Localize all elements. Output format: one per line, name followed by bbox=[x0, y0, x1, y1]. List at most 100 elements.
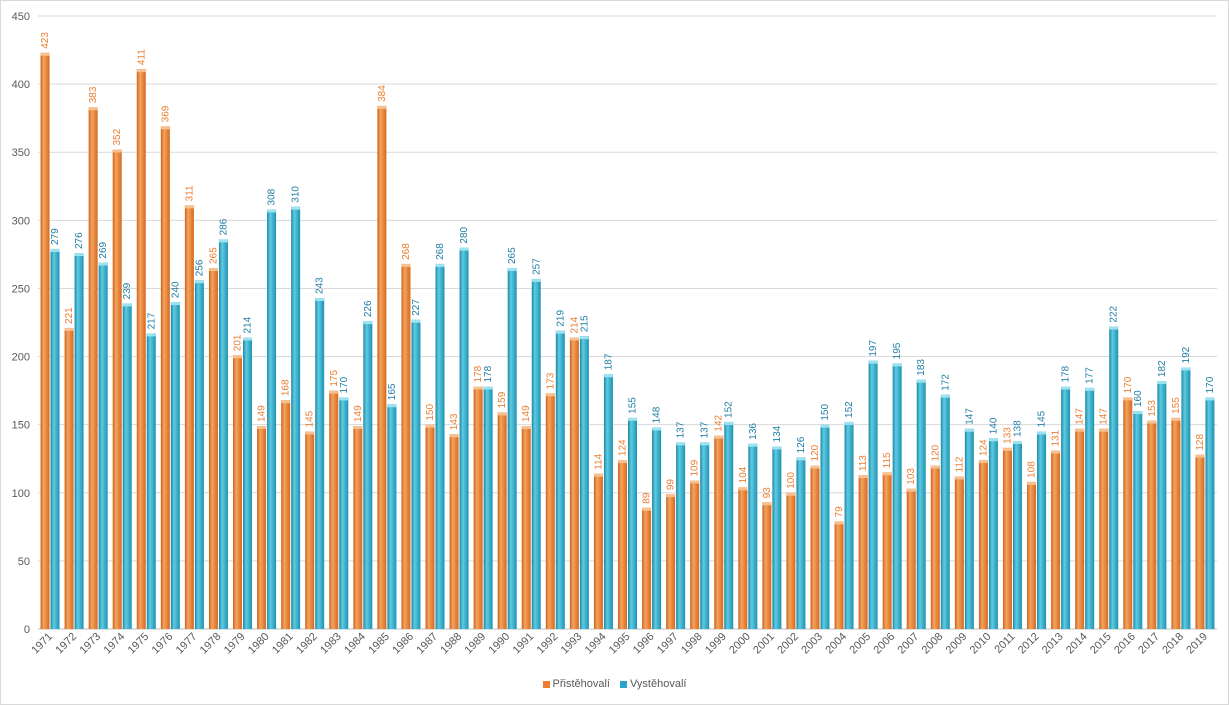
data-label: 131 bbox=[1051, 429, 1062, 446]
data-label: 89 bbox=[642, 492, 653, 504]
data-label: 269 bbox=[98, 241, 109, 258]
bar-body bbox=[796, 457, 806, 629]
bar-cap bbox=[690, 480, 700, 484]
y-tick-label: 350 bbox=[12, 147, 30, 159]
data-label: 178 bbox=[473, 365, 484, 382]
data-label: 149 bbox=[521, 405, 532, 422]
data-label: 201 bbox=[233, 334, 244, 351]
bar-1982-series-0 bbox=[305, 431, 315, 629]
data-label: 279 bbox=[50, 228, 61, 245]
y-tick-label: 50 bbox=[18, 556, 30, 568]
bar-body bbox=[810, 465, 820, 629]
y-tick-label: 250 bbox=[12, 283, 30, 295]
bar-1988-series-0 bbox=[449, 434, 459, 629]
bar-1995-series-1 bbox=[628, 417, 637, 629]
bar-body bbox=[1099, 428, 1109, 629]
data-label: 138 bbox=[1012, 420, 1023, 437]
bar-body bbox=[1061, 386, 1071, 629]
bar-body bbox=[387, 404, 397, 629]
data-label: 137 bbox=[676, 421, 687, 438]
bar-2004-series-0 bbox=[834, 521, 844, 629]
y-tick-label: 300 bbox=[12, 215, 30, 227]
bar-body bbox=[1133, 411, 1143, 629]
bar-cap bbox=[844, 421, 854, 425]
data-label: 114 bbox=[593, 453, 604, 469]
x-tick-label: 2015 bbox=[1088, 631, 1114, 657]
bar-cap bbox=[194, 280, 204, 284]
bar-2014-series-1 bbox=[1085, 387, 1095, 629]
data-label: 286 bbox=[218, 218, 229, 235]
bar-1999-series-0 bbox=[714, 435, 724, 629]
bar-1996-series-1 bbox=[652, 427, 662, 629]
bar-body bbox=[882, 472, 892, 629]
x-tick-label: 1974 bbox=[102, 631, 128, 657]
bar-cap bbox=[329, 390, 339, 394]
x-tick-label: 1978 bbox=[198, 631, 224, 657]
bar-2007-series-1 bbox=[916, 379, 926, 629]
data-label: 160 bbox=[1133, 390, 1144, 407]
data-label: 311 bbox=[184, 185, 195, 201]
bar-cap bbox=[184, 205, 194, 209]
bar-body bbox=[64, 327, 74, 629]
data-label: 137 bbox=[700, 421, 711, 438]
bar-1987-series-0 bbox=[425, 424, 435, 629]
bar-1993-series-1 bbox=[579, 336, 589, 629]
bar-2017-series-1 bbox=[1157, 381, 1167, 629]
bar-cap bbox=[1002, 447, 1012, 451]
x-tick-label: 1989 bbox=[462, 631, 488, 657]
bar-body bbox=[353, 426, 363, 629]
bar-body bbox=[435, 263, 445, 629]
bar-body bbox=[772, 446, 782, 629]
bar-1982-series-1 bbox=[315, 297, 325, 629]
data-label: 256 bbox=[194, 259, 205, 276]
bar-body bbox=[1123, 397, 1133, 629]
x-tick-label: 1986 bbox=[390, 631, 416, 657]
data-label: 217 bbox=[146, 312, 157, 329]
data-label: 192 bbox=[1181, 346, 1192, 363]
bar-body bbox=[160, 126, 170, 629]
bar-body bbox=[714, 435, 724, 629]
bar-body bbox=[579, 336, 589, 629]
y-tick-label: 100 bbox=[12, 488, 30, 500]
bar-body bbox=[218, 239, 228, 629]
bar-cap bbox=[233, 355, 243, 359]
bar-cap bbox=[1157, 381, 1167, 385]
x-tick-label: 1990 bbox=[487, 631, 513, 657]
bar-body bbox=[315, 297, 325, 629]
data-label: 214 bbox=[243, 316, 254, 333]
bar-body bbox=[786, 492, 796, 629]
x-tick-label: 2017 bbox=[1136, 631, 1162, 657]
bar-cap bbox=[1109, 326, 1119, 330]
bar-body bbox=[603, 374, 613, 629]
bar-cap bbox=[50, 248, 60, 252]
bar-cap bbox=[243, 337, 253, 341]
bar-body bbox=[377, 105, 387, 629]
bar-body bbox=[1037, 431, 1047, 629]
bar-1977-series-1 bbox=[194, 280, 204, 629]
bar-cap bbox=[353, 426, 363, 430]
bar-cap bbox=[762, 502, 772, 506]
bar-1991-series-1 bbox=[531, 278, 541, 629]
data-label: 239 bbox=[122, 282, 133, 299]
bar-2017-series-0 bbox=[1147, 420, 1157, 629]
bar-1988-series-1 bbox=[459, 247, 469, 630]
bar-2006-series-0 bbox=[882, 472, 892, 629]
bar-body bbox=[363, 321, 373, 629]
data-label: 147 bbox=[1099, 408, 1110, 425]
data-label: 143 bbox=[449, 413, 460, 430]
legend-item-series-0: Přistěhovalí bbox=[542, 678, 610, 690]
bar-cap bbox=[1051, 450, 1061, 454]
data-label: 100 bbox=[786, 472, 797, 489]
bar-body bbox=[738, 487, 748, 629]
bar-body bbox=[507, 268, 517, 629]
bar-cap bbox=[1075, 428, 1085, 432]
data-label: 136 bbox=[748, 423, 759, 440]
x-tick-label: 2004 bbox=[823, 631, 849, 657]
bar-cap bbox=[1171, 417, 1181, 421]
bar-cap bbox=[136, 69, 146, 73]
y-tick-label: 450 bbox=[12, 11, 30, 23]
bar-body bbox=[401, 263, 411, 629]
data-label: 145 bbox=[305, 410, 316, 427]
x-tick-label: 2014 bbox=[1064, 631, 1090, 657]
bar-2008-series-0 bbox=[930, 465, 940, 629]
